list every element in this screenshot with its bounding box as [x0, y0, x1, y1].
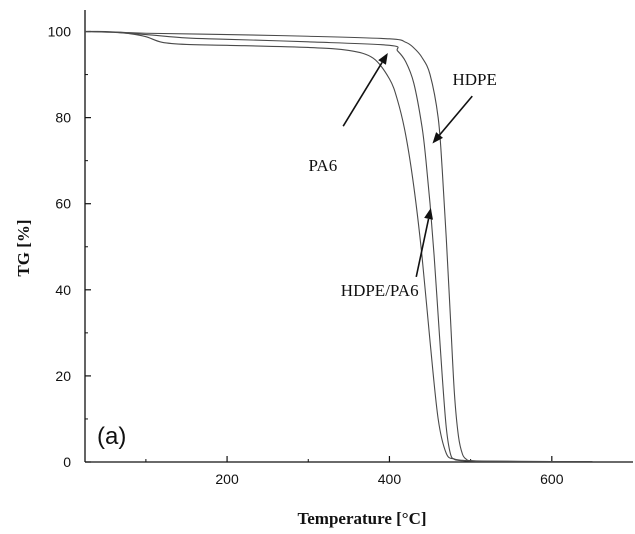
arrow-hdpe-pa6: [415, 218, 430, 278]
arrow-pa6: [342, 62, 383, 127]
y-tick-label-20: 20: [55, 368, 71, 384]
panel-label: (a): [97, 423, 126, 450]
y-tick-label-80: 80: [55, 110, 71, 126]
series-line-pa6: [85, 30, 552, 462]
label-hdpe: HDPE: [452, 70, 496, 89]
annotation-group: PA6 HDPE HDPE/PA6: [309, 53, 497, 300]
arrow-head-hdpe: [432, 132, 443, 144]
x-axis-title: Temperature [°C]: [297, 509, 426, 528]
axes: [84, 10, 633, 463]
arrow-head-pa6: [378, 53, 388, 65]
label-hdpe-pa6: HDPE/PA6: [341, 281, 419, 300]
arrow-hdpe: [438, 95, 473, 136]
x-tick-label-400: 400: [378, 471, 402, 487]
x-tick-label-200: 200: [215, 471, 239, 487]
x-tick-label-600: 600: [540, 471, 564, 487]
y-ticks: 0 20 40 60 80 100: [48, 24, 91, 470]
series-line-hdpe-pa6: [85, 30, 552, 462]
y-tick-label-0: 0: [63, 454, 71, 470]
x-ticks: 200 400 600: [145, 456, 564, 487]
y-tick-label-100: 100: [48, 24, 72, 40]
series-group: [85, 30, 593, 462]
y-axis-title: TG [%]: [14, 219, 33, 276]
y-tick-label-40: 40: [55, 282, 71, 298]
y-tick-label-60: 60: [55, 196, 71, 212]
series-line-hdpe: [85, 30, 593, 462]
arrow-head-hdpe-pa6: [424, 208, 433, 220]
label-pa6: PA6: [309, 156, 338, 175]
